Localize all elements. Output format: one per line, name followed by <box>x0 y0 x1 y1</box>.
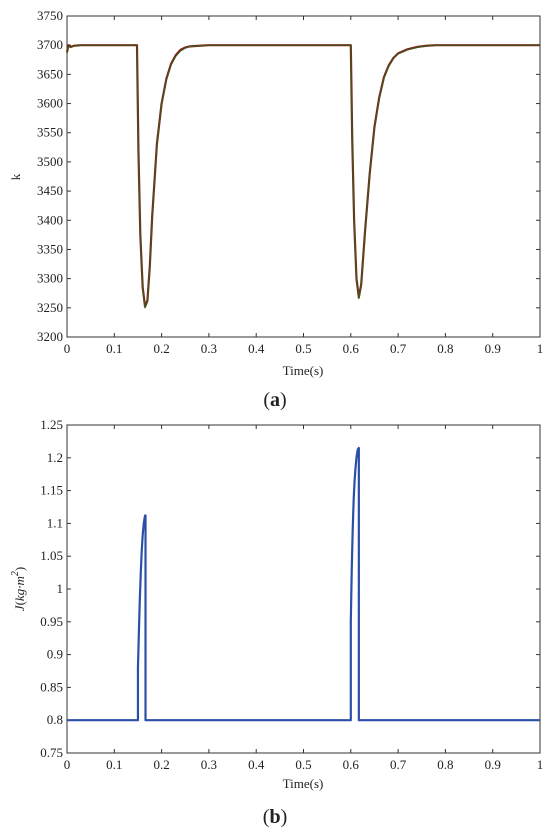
x-tick-label: 0.9 <box>485 757 501 772</box>
x-tick-label: 0.5 <box>295 757 311 772</box>
x-tick-label: 1 <box>537 757 544 772</box>
y-tick-label: 3300 <box>37 271 63 286</box>
panel-b-caption: (b) <box>263 806 287 828</box>
x-tick-label: 0.8 <box>437 757 453 772</box>
x-tick-label: 0.3 <box>201 757 217 772</box>
panel-b-y-ticks: 0.75 0.8 0.85 0.9 0.95 1 1.05 1.1 1.15 1.2 1.25 <box>40 417 540 760</box>
series-line <box>67 446 540 722</box>
x-tick-label: 0 <box>64 341 71 356</box>
y-tick-label: 3350 <box>37 241 63 256</box>
y-tick-label: 3450 <box>37 183 63 198</box>
x-tick-label: 0.7 <box>390 341 407 356</box>
y-tick-label: 3250 <box>37 300 63 315</box>
panel-a-chart: 0 0.1 0.2 0.3 0.4 0.5 0.6 0.7 0.8 0.9 1 3200 3250 33… <box>8 8 543 411</box>
y-tick-label: 3200 <box>37 329 63 344</box>
panel-b-x-axis-title: Time(s) <box>283 776 324 791</box>
panel-a-x-axis-title: Time(s) <box>283 363 324 378</box>
y-tick-label: 3550 <box>37 125 63 140</box>
y-tick-label: 1 <box>57 581 64 596</box>
x-tick-label: 0.7 <box>390 757 407 772</box>
panel-b-series <box>67 446 540 722</box>
x-tick-label: 0.3 <box>201 341 217 356</box>
x-tick-label: 0.6 <box>343 341 360 356</box>
x-tick-label: 0.2 <box>153 341 169 356</box>
y-tick-label: 1.05 <box>40 548 63 563</box>
panel-a-y-ticks: 3200 3250 3300 3350 3400 3450 3500 3550 3600 3650… <box>37 8 540 344</box>
y-tick-label: 0.8 <box>47 712 63 727</box>
y-tick-label: 3500 <box>37 154 63 169</box>
x-tick-label: 0.1 <box>106 757 122 772</box>
x-tick-label: 0.4 <box>248 757 265 772</box>
panel-b-x-ticks: 0 0.1 0.2 0.3 0.4 0.5 0.6 0.7 0.8 0.9 1 <box>64 425 544 772</box>
x-tick-label: 0.4 <box>248 341 265 356</box>
y-tick-label: 1.15 <box>40 483 63 498</box>
y-tick-label: 3750 <box>37 8 63 23</box>
x-tick-label: 1 <box>537 341 544 356</box>
x-tick-label: 0.2 <box>153 757 169 772</box>
x-tick-label: 0.6 <box>343 757 360 772</box>
x-tick-label: 0.5 <box>295 341 311 356</box>
panel-b-y-axis-title: J(kg·m2) <box>10 567 27 611</box>
panel-a-x-ticks: 0 0.1 0.2 0.3 0.4 0.5 0.6 0.7 0.8 0.9 1 <box>64 16 544 356</box>
panel-a-caption: (a) <box>263 389 286 411</box>
x-tick-label: 0.1 <box>106 341 122 356</box>
y-tick-label: 3600 <box>37 96 63 111</box>
y-tick-label: 0.85 <box>40 679 63 694</box>
y-tick-label: 0.95 <box>40 614 63 629</box>
y-tick-label: 0.75 <box>40 745 63 760</box>
x-tick-label: 0 <box>64 757 71 772</box>
y-tick-label: 3700 <box>37 37 63 52</box>
y-tick-label: 1.25 <box>40 417 63 432</box>
panel-a-plot-area <box>66 15 541 338</box>
y-tick-label: 1.1 <box>47 515 63 530</box>
x-tick-label: 0.9 <box>485 341 501 356</box>
y-tick-label: 1.2 <box>47 450 63 465</box>
y-tick-label: 0.9 <box>47 647 63 662</box>
panel-a-y-axis-title: k <box>8 173 23 180</box>
panel-b-chart: 0 0.1 0.2 0.3 0.4 0.5 0.6 0.7 0.8 0.9 1 0.75 0.8 0.8… <box>10 417 543 828</box>
y-tick-label: 3400 <box>37 212 63 227</box>
x-tick-label: 0.8 <box>437 341 453 356</box>
panel-a-series <box>65 44 540 309</box>
y-tick-label: 3650 <box>37 66 63 81</box>
series-line <box>66 44 540 309</box>
